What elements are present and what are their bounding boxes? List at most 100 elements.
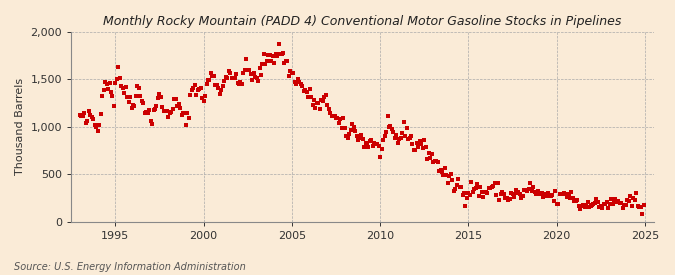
Point (86, 115, 97, 119)
Point (433, 169, 444, 174)
Point (470, 186, 481, 190)
Point (104, 81, 115, 86)
Point (404, 136, 415, 140)
Point (382, 114, 393, 118)
Point (401, 126, 412, 130)
Title: Monthly Rocky Mountain (PADD 4) Conventional Motor Gasoline Stocks in Pipelines: Monthly Rocky Mountain (PADD 4) Conventi… (103, 15, 622, 28)
Point (242, 67, 253, 72)
Point (92, 128, 103, 133)
Point (116, 84, 127, 89)
Point (448, 189, 459, 194)
Point (478, 195, 489, 199)
Point (159, 109, 169, 113)
Point (635, 205, 646, 209)
Point (301, 89, 312, 94)
Point (366, 138, 377, 142)
Point (163, 115, 173, 119)
Point (416, 142, 427, 146)
Point (179, 111, 190, 116)
Point (329, 114, 340, 118)
Point (251, 76, 262, 81)
Point (599, 202, 610, 206)
Point (363, 145, 374, 150)
Point (153, 96, 163, 100)
Point (605, 197, 616, 201)
Point (223, 69, 234, 74)
Point (267, 54, 278, 59)
Point (195, 86, 206, 90)
Point (247, 78, 258, 82)
Point (477, 190, 487, 194)
Point (342, 136, 353, 141)
Point (632, 204, 643, 208)
Point (504, 197, 515, 202)
Point (398, 120, 409, 124)
Point (487, 185, 497, 189)
Point (584, 205, 595, 210)
Point (78, 114, 88, 118)
Point (219, 79, 230, 84)
Point (488, 184, 499, 188)
Point (285, 69, 296, 73)
Point (217, 84, 228, 88)
Point (498, 192, 509, 196)
Point (464, 193, 475, 197)
Point (229, 76, 240, 80)
Point (437, 170, 448, 174)
Point (616, 201, 627, 205)
Point (573, 204, 584, 208)
Point (575, 207, 586, 211)
Point (378, 138, 389, 142)
Point (538, 195, 549, 199)
Point (135, 94, 146, 98)
Point (97, 94, 107, 98)
Point (543, 191, 554, 195)
Point (198, 99, 209, 104)
Point (197, 96, 208, 101)
Point (227, 76, 238, 80)
Point (629, 198, 640, 202)
Point (423, 150, 434, 155)
Point (265, 53, 275, 57)
Point (528, 185, 539, 189)
Point (238, 71, 249, 75)
Point (315, 107, 325, 111)
Point (209, 73, 219, 78)
Point (473, 194, 484, 198)
Point (226, 76, 237, 80)
Point (373, 143, 384, 148)
Point (130, 94, 141, 98)
Point (105, 89, 116, 94)
Point (348, 125, 359, 129)
Point (270, 52, 281, 56)
Point (400, 134, 410, 138)
Point (491, 193, 502, 197)
Point (485, 186, 496, 190)
Point (576, 204, 587, 208)
Point (513, 190, 524, 194)
Point (618, 205, 628, 210)
Point (204, 77, 215, 82)
Point (191, 92, 202, 97)
Point (637, 211, 647, 216)
Point (84, 109, 95, 114)
Point (316, 98, 327, 103)
Point (89, 123, 100, 127)
Point (572, 198, 583, 202)
Point (379, 134, 390, 139)
Point (245, 72, 256, 76)
Point (537, 191, 547, 195)
Point (144, 107, 155, 112)
Point (512, 191, 522, 195)
Point (585, 204, 596, 208)
Point (407, 141, 418, 146)
Point (327, 114, 338, 118)
Point (525, 180, 536, 185)
Point (275, 52, 286, 56)
Point (344, 132, 354, 137)
Point (75, 113, 86, 118)
Point (614, 200, 625, 205)
Point (312, 101, 323, 105)
Point (560, 192, 571, 196)
Point (460, 203, 471, 208)
